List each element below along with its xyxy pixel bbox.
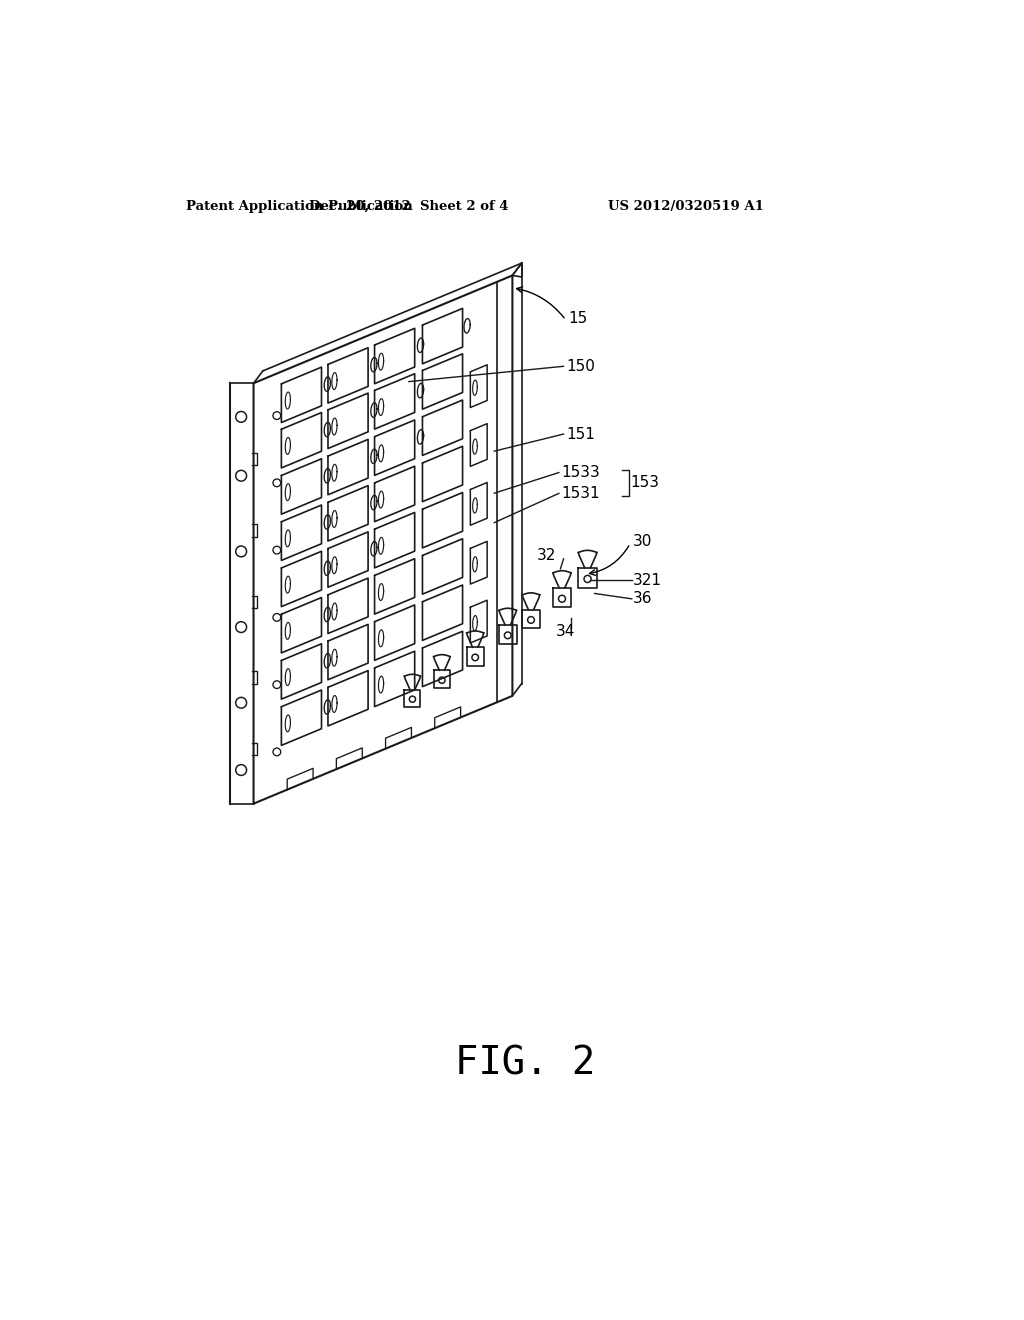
Text: 15: 15: [568, 312, 588, 326]
Text: 150: 150: [566, 359, 595, 374]
Text: 34: 34: [556, 623, 575, 639]
Text: 30: 30: [633, 535, 652, 549]
Text: 36: 36: [633, 591, 653, 606]
Text: 32: 32: [537, 548, 556, 564]
Text: 321: 321: [633, 573, 663, 587]
Text: Dec. 20, 2012  Sheet 2 of 4: Dec. 20, 2012 Sheet 2 of 4: [309, 199, 508, 213]
Text: Patent Application Publication: Patent Application Publication: [186, 199, 413, 213]
Text: 151: 151: [566, 426, 595, 442]
Text: 153: 153: [630, 475, 659, 490]
Text: 1531: 1531: [561, 486, 600, 500]
Text: US 2012/0320519 A1: US 2012/0320519 A1: [608, 199, 764, 213]
Text: FIG. 2: FIG. 2: [455, 1044, 595, 1082]
Text: 1533: 1533: [561, 465, 600, 480]
